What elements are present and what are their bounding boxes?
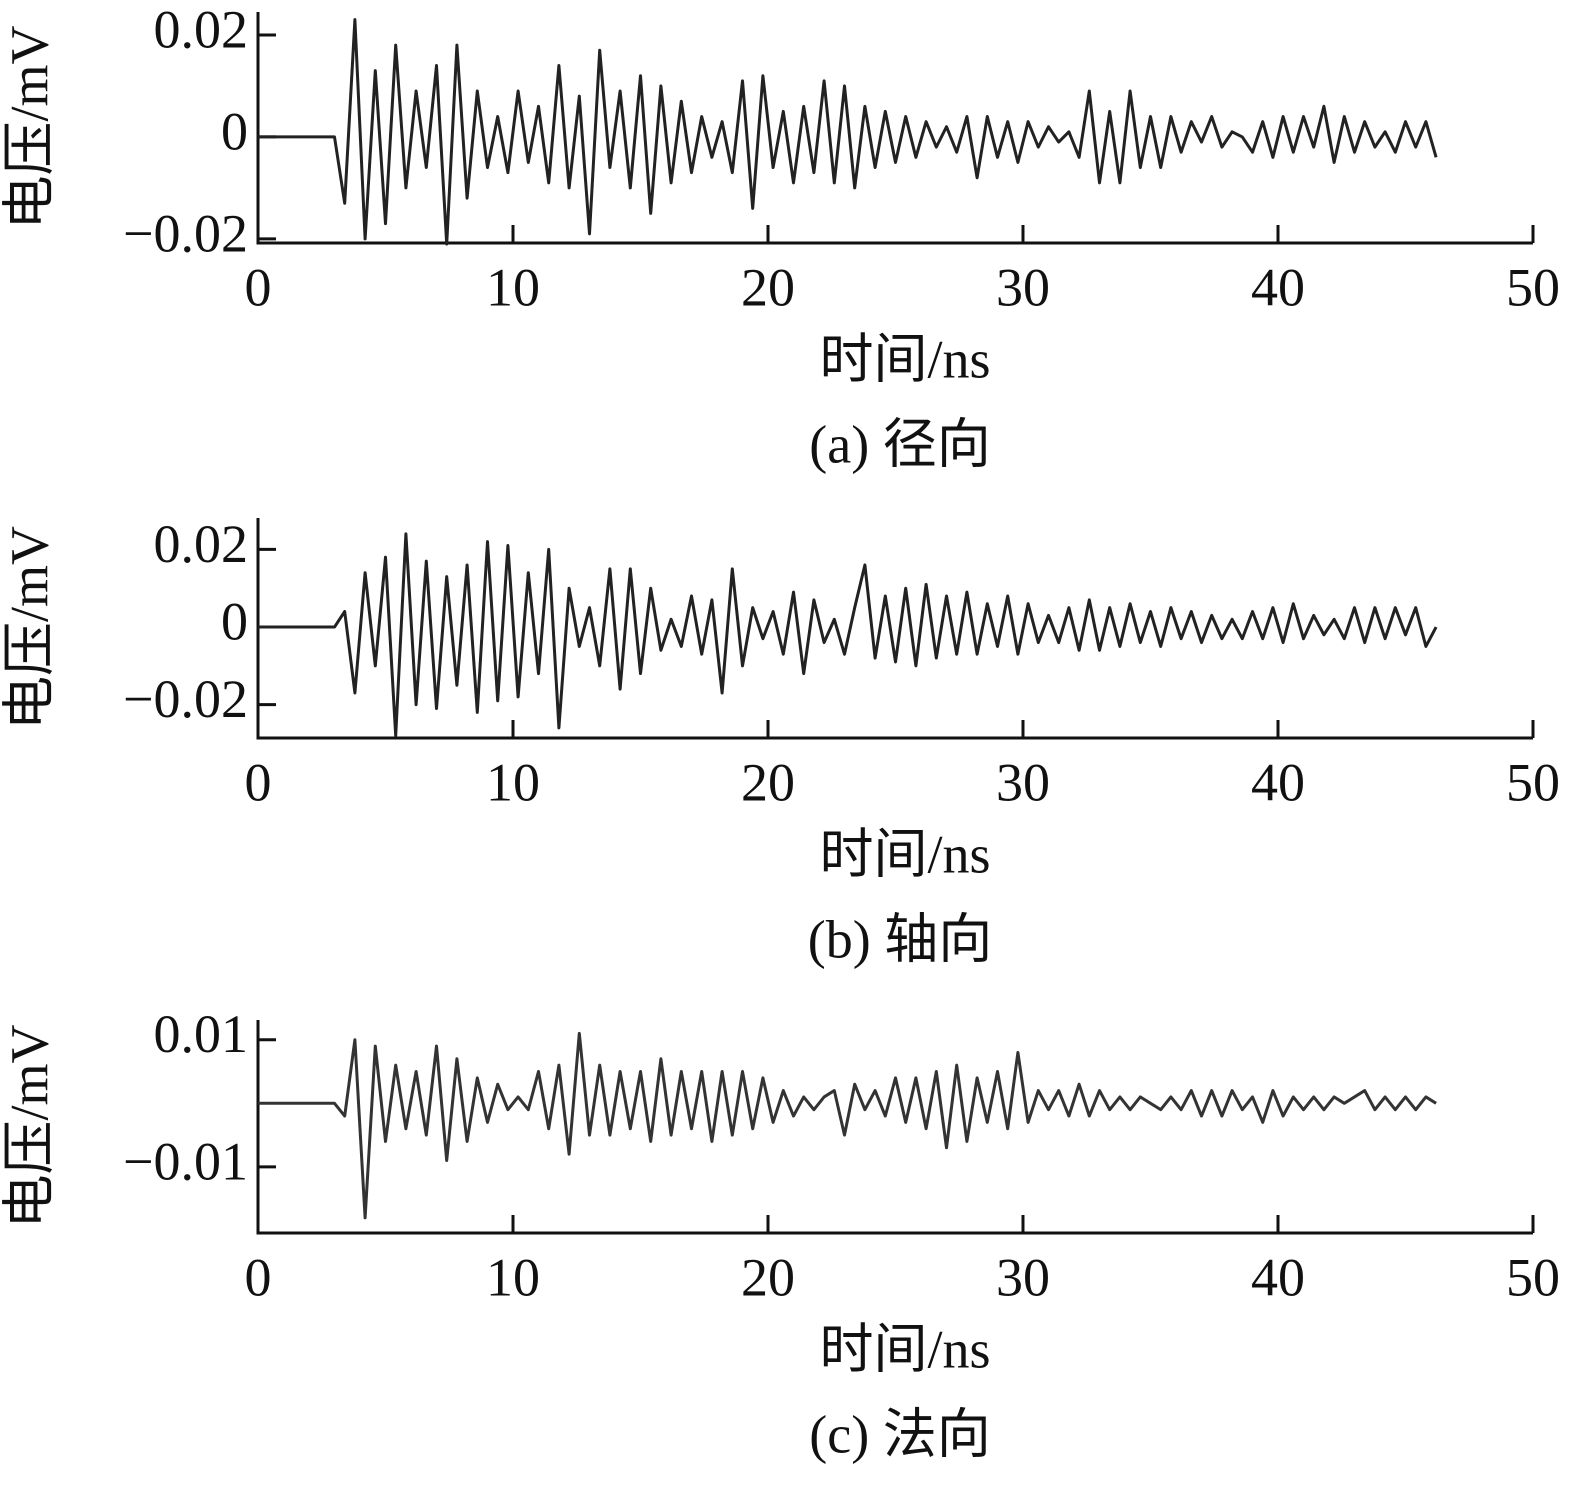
axes (256, 518, 1533, 740)
caption: (b) 轴向 (808, 909, 992, 969)
x-tick-label: 0 (245, 752, 272, 812)
y-tick-label: 0.02 (154, 514, 249, 574)
x-tick-label: 30 (996, 752, 1050, 812)
y-tick-label: 0 (221, 591, 248, 651)
y-tick-label: 0.02 (154, 0, 249, 59)
caption: (c) 法向 (809, 1404, 990, 1464)
y-tick-label: 0.01 (154, 1004, 249, 1064)
x-tick-label: 10 (486, 752, 540, 812)
signal-line (258, 18, 1438, 246)
x-tick-label: 40 (1251, 752, 1305, 812)
x-tick-label: 50 (1506, 1247, 1560, 1307)
x-tick-label: 30 (996, 1247, 1050, 1307)
x-tick-label: 20 (741, 257, 795, 317)
x-axis-label: 时间/ns (819, 329, 990, 389)
signal-line (258, 532, 1438, 738)
x-tick-label: 10 (486, 1247, 540, 1307)
x-tick-label: 0 (245, 1247, 272, 1307)
y-axis-label: 电压/mV (0, 526, 59, 730)
x-tick-label: 50 (1506, 257, 1560, 317)
x-tick-label: 10 (486, 257, 540, 317)
caption: (a) 径向 (809, 414, 990, 474)
x-tick-label: 0 (245, 257, 272, 317)
x-tick-label: 30 (996, 257, 1050, 317)
signal-line (258, 1031, 1437, 1220)
y-tick-label: −0.02 (123, 669, 248, 729)
x-axis-label: 时间/ns (819, 824, 990, 884)
y-tick-label: 0 (221, 101, 248, 161)
y-axis-label: 电压/mV (0, 1024, 59, 1228)
x-tick-label: 40 (1251, 257, 1305, 317)
y-tick-label: −0.02 (123, 203, 248, 263)
x-tick-label: 40 (1251, 1247, 1305, 1307)
x-tick-label: 20 (741, 1247, 795, 1307)
y-axis-label: 电压/mV (0, 25, 59, 229)
x-axis-label: 时间/ns (819, 1319, 990, 1379)
y-tick-label: −0.01 (123, 1131, 248, 1191)
x-tick-label: 50 (1506, 752, 1560, 812)
x-tick-label: 20 (741, 752, 795, 812)
